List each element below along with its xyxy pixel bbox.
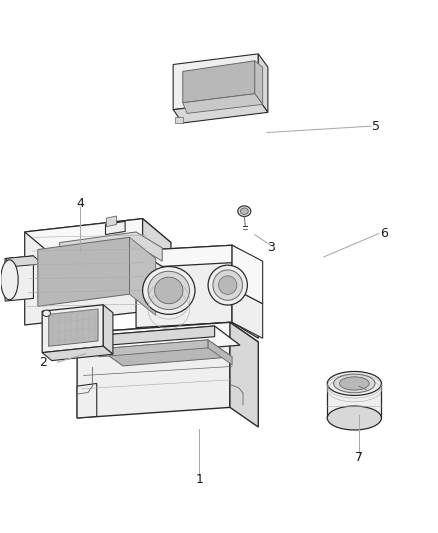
Ellipse shape xyxy=(327,372,381,395)
Polygon shape xyxy=(258,54,268,112)
Polygon shape xyxy=(95,326,215,346)
Ellipse shape xyxy=(155,277,183,304)
Ellipse shape xyxy=(143,266,195,314)
Polygon shape xyxy=(173,54,258,110)
Ellipse shape xyxy=(42,310,50,317)
Polygon shape xyxy=(38,237,130,306)
Polygon shape xyxy=(175,117,183,123)
Ellipse shape xyxy=(1,260,18,300)
Ellipse shape xyxy=(238,206,251,216)
Polygon shape xyxy=(327,383,381,418)
Polygon shape xyxy=(136,245,258,266)
Polygon shape xyxy=(99,340,232,366)
Text: 1: 1 xyxy=(195,473,203,486)
Text: 6: 6 xyxy=(380,227,388,240)
Ellipse shape xyxy=(219,276,237,294)
Polygon shape xyxy=(183,61,255,103)
Polygon shape xyxy=(232,245,263,304)
Ellipse shape xyxy=(148,271,190,310)
Polygon shape xyxy=(183,94,263,114)
Polygon shape xyxy=(255,61,263,104)
Ellipse shape xyxy=(339,377,369,390)
Polygon shape xyxy=(136,245,232,328)
Polygon shape xyxy=(103,305,113,354)
Polygon shape xyxy=(42,305,103,353)
Polygon shape xyxy=(77,322,230,418)
Polygon shape xyxy=(208,340,232,365)
Ellipse shape xyxy=(208,265,247,305)
Text: 5: 5 xyxy=(372,119,380,133)
Text: 3: 3 xyxy=(267,241,275,254)
Ellipse shape xyxy=(327,406,381,430)
Polygon shape xyxy=(232,245,258,338)
Polygon shape xyxy=(95,326,240,355)
Polygon shape xyxy=(99,340,208,357)
Polygon shape xyxy=(230,322,258,427)
Polygon shape xyxy=(106,216,117,227)
Polygon shape xyxy=(130,237,155,316)
Ellipse shape xyxy=(334,374,375,393)
Polygon shape xyxy=(77,383,97,418)
Polygon shape xyxy=(5,256,33,301)
Polygon shape xyxy=(143,219,171,336)
Text: 4: 4 xyxy=(76,197,84,211)
Ellipse shape xyxy=(213,270,243,300)
Text: 2: 2 xyxy=(39,356,47,369)
Polygon shape xyxy=(232,288,263,338)
Polygon shape xyxy=(25,219,171,256)
Polygon shape xyxy=(60,232,162,261)
Polygon shape xyxy=(106,221,125,235)
Polygon shape xyxy=(25,219,143,325)
Polygon shape xyxy=(173,99,268,123)
Polygon shape xyxy=(49,309,98,346)
Polygon shape xyxy=(42,346,113,361)
Ellipse shape xyxy=(240,208,248,214)
Text: 7: 7 xyxy=(355,451,363,464)
Polygon shape xyxy=(5,256,42,266)
Polygon shape xyxy=(77,322,258,353)
